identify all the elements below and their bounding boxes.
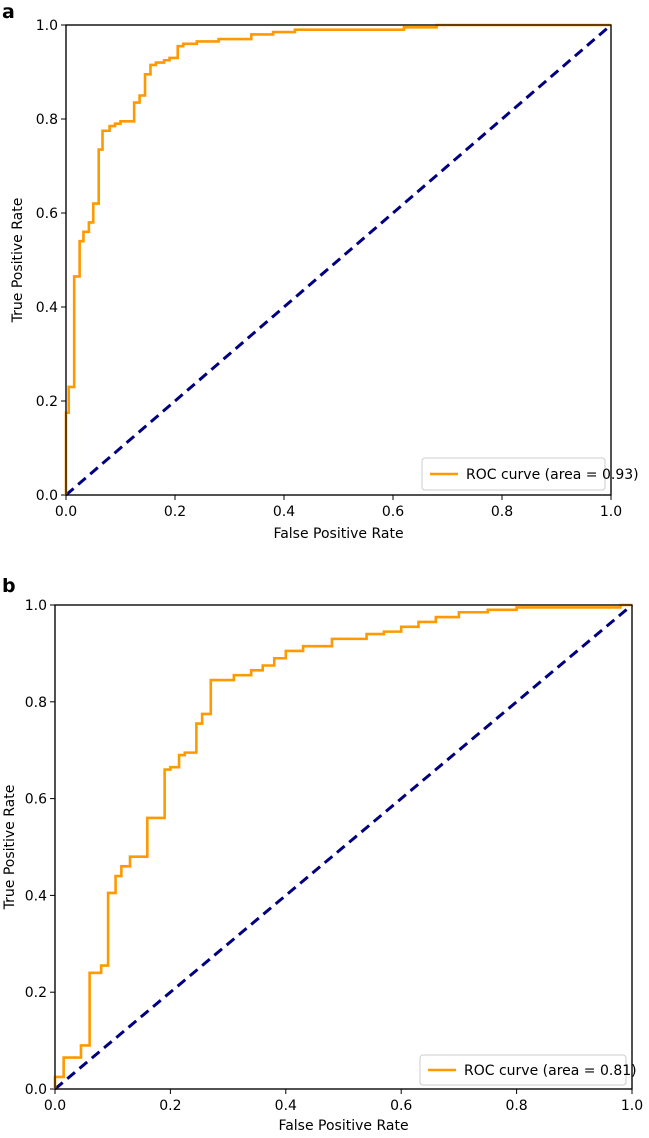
x-tick-label: 0.6 bbox=[390, 1098, 412, 1114]
roc-curve-line bbox=[64, 23, 611, 495]
legend-entry-label: ROC curve (area = 0.81) bbox=[464, 1063, 637, 1079]
y-tick-label: 0.6 bbox=[36, 206, 58, 222]
y-tick-label: 0.0 bbox=[25, 1082, 47, 1098]
y-axis-label: True Positive Rate bbox=[2, 785, 18, 911]
legend-entry-label: ROC curve (area = 0.93) bbox=[466, 467, 639, 483]
legend: ROC curve (area = 0.93) bbox=[421, 457, 639, 491]
x-tick-label: 0.4 bbox=[273, 504, 295, 520]
x-tick-label: 1.0 bbox=[600, 504, 622, 520]
y-axis-label: True Positive Rate bbox=[10, 198, 26, 324]
y-tick-label: 0.8 bbox=[36, 112, 58, 128]
x-tick-label: 0.8 bbox=[491, 504, 513, 520]
y-tick-label: 0.2 bbox=[25, 985, 47, 1001]
x-tick-label: 0.8 bbox=[505, 1098, 527, 1114]
y-tick-label: 0.0 bbox=[36, 488, 58, 504]
x-tick-label: 0.0 bbox=[44, 1098, 66, 1114]
y-tick-label: 1.0 bbox=[36, 18, 58, 34]
chart-panel-a: a 0.0 0.2 0.4 0.6 0.8 1.0 0.0 0.2 0.4 0.6 0.8 1.0 Fal… bbox=[2, 1, 639, 542]
legend-box bbox=[421, 457, 606, 491]
legend: ROC curve (area = 0.81) bbox=[419, 1054, 637, 1086]
x-tick-label: 0.2 bbox=[159, 1098, 181, 1114]
y-tick-label: 0.4 bbox=[25, 888, 47, 904]
plot-frame bbox=[54, 604, 633, 1090]
plot-frame bbox=[65, 24, 612, 496]
y-tick-label: 0.8 bbox=[25, 695, 47, 711]
chance-diagonal-line bbox=[65, 23, 612, 497]
x-tick-label: 0.6 bbox=[382, 504, 404, 520]
panel-label-a: a bbox=[2, 1, 15, 23]
y-tick-label: 1.0 bbox=[25, 598, 47, 614]
y-tick-label: 0.4 bbox=[36, 300, 58, 316]
legend-box bbox=[419, 1054, 627, 1086]
roc-curve-line bbox=[53, 603, 632, 1089]
panel-label-b: b bbox=[2, 575, 16, 597]
x-axis-label: False Positive Rate bbox=[273, 526, 403, 542]
y-tick-label: 0.2 bbox=[36, 394, 58, 410]
x-tick-label: 0.2 bbox=[164, 504, 186, 520]
x-tick-label: 1.0 bbox=[621, 1098, 643, 1114]
x-tick-label: 0.4 bbox=[275, 1098, 297, 1114]
chart-panel-b: b 0.0 0.2 0.4 0.6 0.8 1.0 0.0 0.2 0.4 0.6 0.8 1.0 Fal… bbox=[2, 575, 643, 1134]
chance-diagonal-line bbox=[54, 603, 633, 1091]
x-tick-label: 0.0 bbox=[55, 504, 77, 520]
y-tick-label: 0.6 bbox=[25, 792, 47, 808]
x-axis-label: False Positive Rate bbox=[278, 1118, 408, 1134]
